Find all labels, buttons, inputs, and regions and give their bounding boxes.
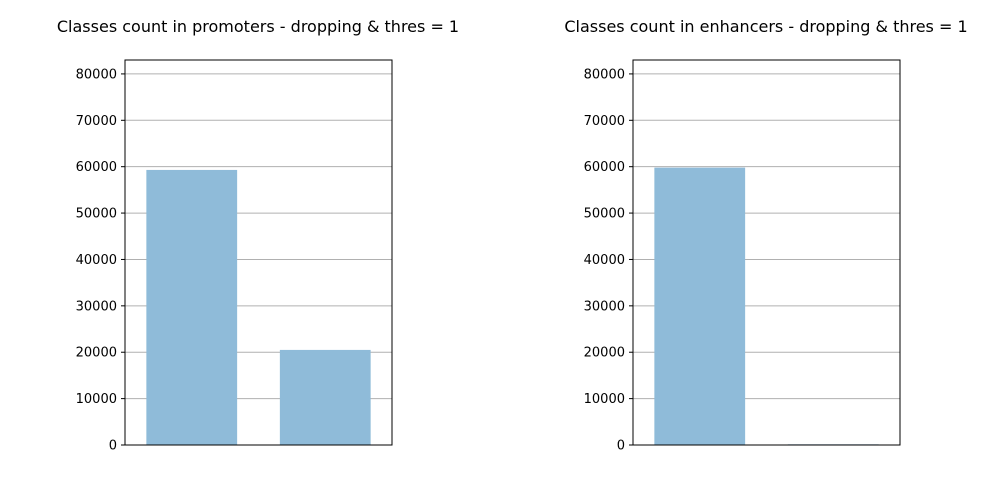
ytick-label-enhancers-5: 50000 <box>584 207 625 222</box>
ytick-label-promoters-1: 10000 <box>76 392 117 407</box>
ytick-label-enhancers-8: 80000 <box>584 67 625 82</box>
bar-promoters-1 <box>279 349 371 445</box>
ytick-label-promoters-6: 60000 <box>76 160 117 175</box>
ytick-label-enhancers-6: 60000 <box>584 160 625 175</box>
ytick-label-enhancers-2: 20000 <box>584 346 625 361</box>
chart-title-enhancers: Classes count in enhancers - dropping & … <box>564 17 967 36</box>
ytick-label-promoters-7: 70000 <box>76 114 117 129</box>
chart-title-promoters: Classes count in promoters - dropping & … <box>57 17 459 36</box>
ytick-label-promoters-5: 50000 <box>76 207 117 222</box>
ytick-label-promoters-8: 80000 <box>76 67 117 82</box>
ytick-label-enhancers-1: 10000 <box>584 392 625 407</box>
ytick-label-enhancers-4: 40000 <box>584 253 625 268</box>
ytick-label-enhancers-0: 0 <box>617 439 625 454</box>
ytick-label-enhancers-7: 70000 <box>584 114 625 129</box>
ytick-label-promoters-3: 30000 <box>76 299 117 314</box>
chart-promoters: 0 10000 20000 30000 40000 50000 60000 70000 8000… <box>57 17 459 454</box>
bar-promoters-0 <box>146 169 238 446</box>
plot-frame-promoters <box>124 59 393 446</box>
ytick-label-promoters-2: 20000 <box>76 346 117 361</box>
bar-enhancers-0 <box>654 167 746 446</box>
chart-enhancers: 0 10000 20000 30000 40000 50000 60000 70000 8000… <box>564 17 967 454</box>
ytick-label-promoters-0: 0 <box>109 439 117 454</box>
plot-frame-enhancers <box>632 59 901 446</box>
ytick-label-enhancers-3: 30000 <box>584 299 625 314</box>
ytick-label-promoters-4: 40000 <box>76 253 117 268</box>
